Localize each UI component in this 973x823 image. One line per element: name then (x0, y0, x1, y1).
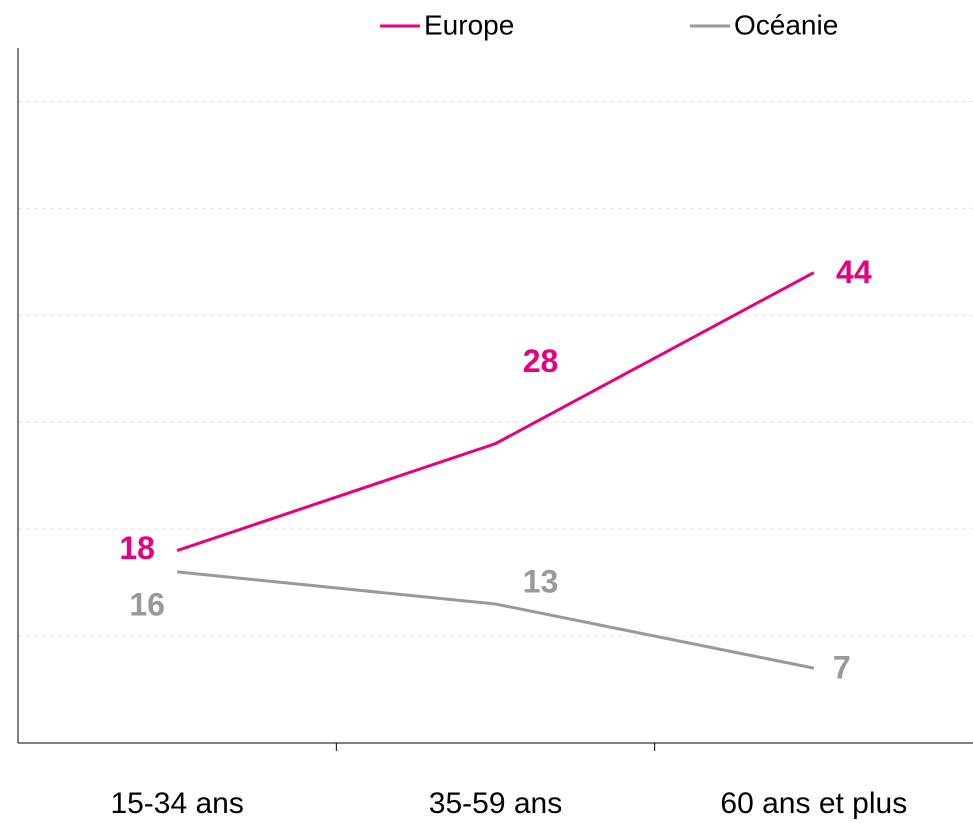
x-tick-label: 15-34 ans (110, 787, 243, 820)
data-label: 28 (523, 343, 559, 379)
x-tick-label: 35-59 ans (429, 787, 562, 820)
line (177, 570, 815, 670)
data-label: 18 (119, 530, 155, 566)
data-label: 16 (129, 586, 165, 622)
line (176, 271, 815, 552)
data-label: 44 (836, 254, 872, 290)
data-label: 13 (523, 563, 559, 599)
data-label: 7 (833, 650, 851, 686)
legend-label: Europe (424, 9, 514, 40)
legend-label: Océanie (734, 9, 838, 40)
x-tick-label: 60 ans et plus (720, 787, 907, 820)
